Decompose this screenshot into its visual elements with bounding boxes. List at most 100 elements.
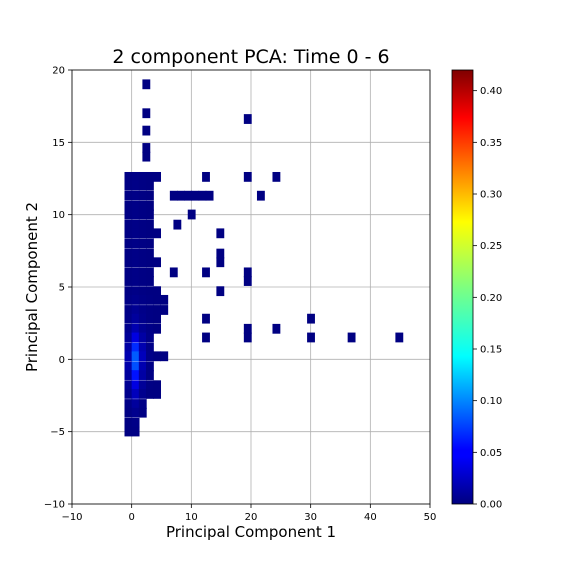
heatmap-cell <box>131 332 140 343</box>
heatmap-cell <box>131 417 140 428</box>
heatmap-cell <box>202 171 210 182</box>
x-tick-label: 10 <box>185 512 198 523</box>
y-tick-label: 10 <box>52 210 65 221</box>
heatmap-cell <box>145 180 154 191</box>
heatmap-cell <box>124 380 133 391</box>
heatmap-cell <box>216 228 225 239</box>
heatmap-cell <box>347 332 356 343</box>
heatmap-cell <box>153 171 162 182</box>
heatmap-cell <box>145 323 154 334</box>
heatmap-cell <box>145 276 154 286</box>
x-tick-label: 0 <box>128 512 134 523</box>
heatmap-cell <box>169 267 178 278</box>
heatmap-cell <box>124 351 133 362</box>
heatmap-cell <box>145 209 154 220</box>
x-axis-label: Principal Component 1 <box>166 523 336 541</box>
heatmap-cell <box>131 313 140 324</box>
heatmap-cell <box>131 257 140 268</box>
y-tick-label: −5 <box>50 427 65 438</box>
heatmap-cell <box>145 351 154 362</box>
heatmap-cell <box>243 267 252 278</box>
heatmap-cell <box>153 294 162 305</box>
heatmap-cell <box>145 294 154 305</box>
heatmap-cell <box>153 305 162 315</box>
colorbar-gradient <box>452 70 473 504</box>
heatmap-cell <box>138 219 147 230</box>
heatmap-cell <box>131 342 140 353</box>
heatmap-cell <box>124 323 133 334</box>
heatmap-cell <box>243 114 252 124</box>
heatmap-cell <box>131 361 140 372</box>
heatmap-cell <box>124 342 133 353</box>
heatmap-cell <box>138 238 147 249</box>
heatmap-cell <box>272 323 281 334</box>
heatmap-cell <box>160 294 169 305</box>
colorbar: 0.00 0.05 0.10 0.15 0.20 0.25 0.30 0.35 0.40 <box>451 69 502 511</box>
heatmap-cell <box>124 200 133 211</box>
heatmap-cell <box>145 313 154 324</box>
heatmap-cell <box>138 257 147 268</box>
heatmap-cell <box>138 209 147 220</box>
heatmap-cell <box>138 407 147 418</box>
heatmap-cell <box>145 248 154 259</box>
heatmap-cell <box>395 332 404 343</box>
heatmap-cell <box>131 200 140 211</box>
colorbar-frame <box>451 69 474 505</box>
heatmap-cell <box>131 426 140 437</box>
heatmap-cell <box>145 200 154 211</box>
heatmap-cell <box>124 248 133 259</box>
heatmap-cell <box>138 276 147 286</box>
heatmap-cell <box>307 332 315 343</box>
heatmap-cell <box>131 380 140 391</box>
heatmap-cell <box>145 267 154 278</box>
heatmap-cell <box>191 190 200 201</box>
heatmap-cell <box>124 190 133 201</box>
x-tick-label: 50 <box>424 512 437 523</box>
heatmap-cell <box>145 190 154 201</box>
heatmap-cell <box>124 361 133 372</box>
chart-title: 2 component PCA: Time 0 - 6 <box>112 46 389 68</box>
heatmap-cell <box>131 370 140 380</box>
heatmap-cell <box>124 294 133 305</box>
heatmap-cell <box>138 200 147 211</box>
heatmap-cell <box>202 267 210 278</box>
heatmap-cell <box>138 388 147 399</box>
heatmap-cell <box>145 361 154 372</box>
heatmap-cell <box>138 228 147 239</box>
heatmap-cell <box>138 180 147 191</box>
heatmap-cell <box>124 286 133 297</box>
y-axis-label: Principal Component 2 <box>23 202 41 372</box>
heatmap-cell <box>145 238 154 249</box>
heatmap-cell <box>124 407 133 418</box>
heatmap-cell <box>124 228 133 239</box>
heatmap-cell <box>138 190 147 201</box>
colorbar-tick-label: 0.35 <box>480 138 502 149</box>
heatmap-cell <box>124 388 133 399</box>
colorbar-tick-label: 0.05 <box>480 448 502 459</box>
heatmap-cell <box>216 257 225 268</box>
heatmap-cell <box>142 151 151 162</box>
heatmap-cell <box>124 209 133 220</box>
heatmap-cell <box>153 388 162 399</box>
heatmap-cell <box>124 417 133 428</box>
heatmap-cell <box>131 180 140 191</box>
heatmap-cell <box>145 342 154 353</box>
heatmap-cell <box>153 286 162 297</box>
heatmap-cell <box>177 190 185 201</box>
heatmap-cell <box>124 171 133 182</box>
heatmap-cell <box>138 323 147 334</box>
heatmap-cell <box>131 267 140 278</box>
heatmap-cell <box>138 370 147 380</box>
heatmap-cell <box>124 399 133 409</box>
heatmap-cell <box>124 257 133 268</box>
heatmap-cell <box>138 380 147 391</box>
heatmap-cell <box>131 276 140 286</box>
heatmap-cell <box>138 399 147 409</box>
heatmap-cell <box>138 361 147 372</box>
y-tick-label: 0 <box>59 355 65 366</box>
heatmap-cell <box>131 190 140 201</box>
heatmap-cell <box>160 305 169 315</box>
heatmap-cell <box>131 228 140 239</box>
heatmap-cell <box>131 305 140 315</box>
